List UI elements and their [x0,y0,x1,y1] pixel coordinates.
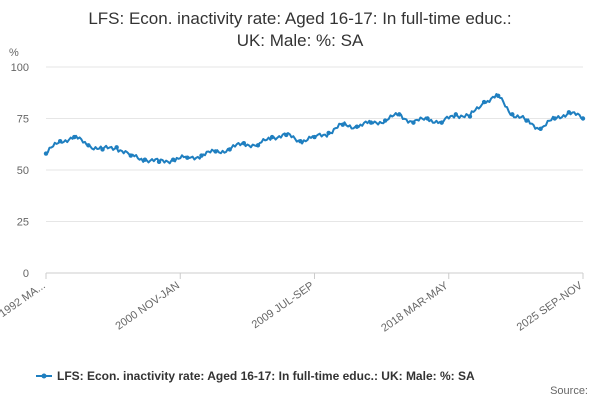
series-line [45,93,584,165]
data-point [269,134,275,140]
data-point [382,118,388,123]
x-tick-label: 2009 JUL-SEP [250,280,316,332]
data-point [199,153,204,158]
data-point [128,153,133,158]
data-point [227,147,232,152]
data-point [439,120,444,125]
data-point [57,138,63,144]
chart-title: LFS: Econ. inactivity rate: Aged 16-17: … [0,8,600,52]
data-point [453,112,459,117]
chart-title-line-2: UK: Male: %: SA [236,31,364,50]
y-tick-label-25: 25 [17,217,29,229]
data-point [255,143,261,148]
data-point [397,112,402,117]
data-point [340,122,345,127]
y-tick-label-0: 0 [23,268,29,280]
data-point [538,126,543,131]
data-point [100,147,105,152]
x-tick-label: 2018 MAR-MAY [379,279,451,334]
data-point [552,116,557,121]
data-point [510,112,515,117]
source-label: Source: [550,385,588,397]
data-point [43,151,49,156]
data-point [411,120,416,125]
axes: % 0 25 50 75 100 1992 MA... 2000 NOV-JAN 2009 JU… [0,47,585,335]
x-tick-label: 2025 SEP-NOV [515,279,586,333]
data-point [481,99,487,105]
legend-swatch-marker [41,373,47,379]
data-point [298,138,303,144]
data-point [425,116,430,121]
data-point [72,134,77,140]
data-point [326,130,331,136]
legend-label: LFS: Econ. inactivity rate: Aged 16-17: … [57,369,475,383]
data-point [156,159,162,164]
data-point [467,114,473,119]
x-tick-label: 2000 NOV-JAN [113,280,182,333]
data-point [566,110,572,115]
data-point [170,157,176,162]
data-point [185,155,190,160]
data-point [354,124,360,129]
data-point [580,116,586,121]
data-point [142,157,148,162]
chart-title-line-1: LFS: Econ. inactivity rate: Aged 16-17: … [88,9,512,28]
data-point [241,141,247,146]
data-point [213,149,218,154]
data-point [312,134,317,140]
legend: LFS: Econ. inactivity rate: Aged 16-17: … [36,369,588,397]
y-axis-label: % [9,47,19,59]
data-point [114,145,119,150]
data-point [496,93,501,99]
x-tick-label: 1992 MA... [0,280,48,320]
data-point [86,143,91,148]
data-point [524,118,529,123]
y-tick-label-75: 75 [17,114,29,126]
data-point [284,132,289,138]
series-layer [43,93,586,165]
y-tick-label-100: 100 [11,62,29,74]
y-tick-label-50: 50 [17,165,29,177]
data-point [368,120,374,125]
